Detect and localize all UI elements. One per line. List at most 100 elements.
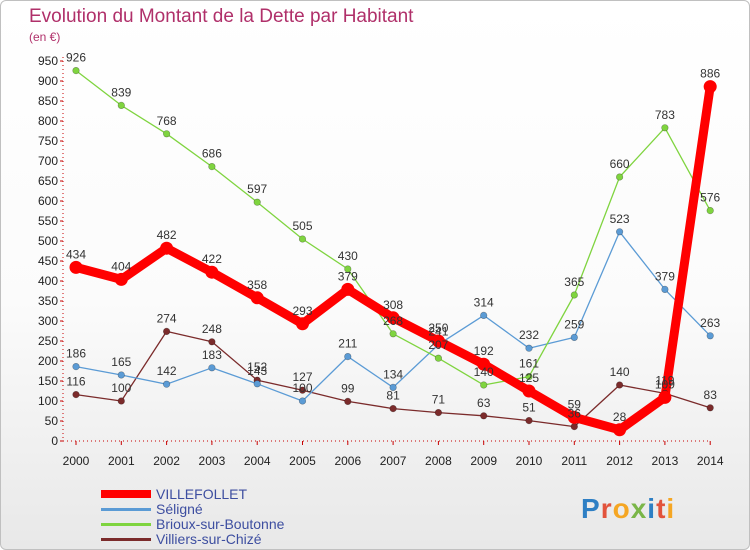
y-tick-label: 100 — [38, 394, 58, 408]
data-label: 783 — [655, 108, 675, 122]
data-point — [160, 241, 174, 255]
data-label: 100 — [292, 381, 312, 395]
data-point — [570, 423, 578, 431]
data-label: 83 — [704, 388, 718, 402]
data-point — [615, 381, 624, 389]
data-point — [344, 265, 352, 273]
x-tick-label: 2009 — [470, 454, 497, 468]
data-point — [567, 410, 581, 424]
y-tick-label: 150 — [38, 374, 58, 388]
proxiti-logo: Proxiti — [581, 493, 675, 525]
x-tick-label: 2004 — [244, 454, 271, 468]
data-point — [69, 260, 83, 274]
data-label: 119 — [655, 373, 674, 387]
y-tick-label: 450 — [38, 254, 58, 268]
data-label: 926 — [66, 51, 86, 65]
data-point — [434, 354, 443, 362]
x-tick-label: 2005 — [289, 454, 316, 468]
data-label: 125 — [519, 371, 539, 385]
data-label: 248 — [202, 322, 222, 336]
logo-letter: i — [647, 493, 657, 524]
logo-letter: r — [600, 493, 613, 524]
data-label: 422 — [202, 252, 222, 266]
data-point — [205, 265, 219, 279]
data-point — [389, 405, 397, 413]
chart-title: Evolution du Montant de la Dette par Hab… — [29, 6, 414, 27]
data-point — [208, 338, 216, 346]
data-label: 576 — [700, 191, 720, 205]
y-tick-label: 200 — [38, 354, 58, 368]
data-label: 59 — [568, 397, 582, 411]
data-point — [613, 423, 627, 437]
logo-letter: o — [612, 493, 631, 524]
data-point — [117, 397, 125, 405]
data-point — [522, 384, 536, 398]
data-point — [703, 80, 717, 94]
data-point — [117, 371, 125, 379]
data-point — [661, 285, 669, 294]
data-label: 241 — [428, 325, 448, 339]
data-label: 259 — [564, 317, 584, 331]
data-label: 379 — [338, 269, 358, 283]
data-label: 768 — [157, 114, 177, 128]
data-point — [706, 404, 714, 412]
data-label: 51 — [522, 401, 536, 415]
data-label: 839 — [111, 85, 131, 99]
x-tick-label: 2012 — [606, 454, 633, 468]
data-point — [117, 101, 125, 109]
x-tick-label: 2010 — [516, 454, 543, 468]
data-label: 660 — [610, 157, 630, 171]
data-point — [344, 353, 352, 361]
data-point — [250, 291, 264, 305]
data-point — [658, 390, 672, 404]
x-tick-label: 2011 — [561, 454, 587, 468]
y-tick-label: 50 — [45, 414, 59, 428]
y-tick-label: 350 — [38, 294, 58, 308]
data-label: 523 — [610, 212, 630, 226]
x-tick-label: 2001 — [108, 454, 135, 468]
data-label: 71 — [432, 393, 446, 407]
data-point — [706, 332, 714, 340]
data-label: 434 — [66, 247, 86, 261]
y-tick-label: 550 — [38, 214, 58, 228]
data-label: 358 — [247, 278, 267, 292]
data-point — [298, 235, 307, 243]
data-point — [163, 327, 171, 336]
logo-letter: t — [656, 493, 667, 524]
data-label: 81 — [386, 389, 400, 403]
data-label: 140 — [474, 365, 494, 379]
data-label: 143 — [247, 364, 267, 378]
data-point — [480, 381, 488, 389]
legend-swatch — [101, 490, 151, 498]
data-point — [72, 66, 80, 75]
data-point — [253, 380, 261, 388]
x-tick-label: 2006 — [334, 454, 361, 468]
data-point — [163, 380, 171, 388]
y-tick-label: 250 — [38, 334, 58, 348]
data-label: 314 — [474, 295, 494, 309]
data-point — [72, 391, 80, 399]
x-tick-label: 2008 — [425, 454, 452, 468]
legend-swatch — [101, 523, 151, 526]
data-label: 140 — [610, 365, 630, 379]
data-label: 505 — [292, 219, 312, 233]
data-label: 192 — [474, 344, 494, 358]
data-label: 116 — [66, 375, 85, 389]
y-tick-label: 600 — [38, 194, 58, 208]
legend-swatch — [101, 508, 151, 511]
data-point — [480, 311, 488, 320]
x-tick-label: 2002 — [153, 454, 180, 468]
data-label: 127 — [292, 370, 312, 384]
data-label: 308 — [383, 298, 403, 312]
data-point — [72, 363, 80, 371]
data-label: 365 — [564, 275, 584, 289]
data-label: 404 — [111, 259, 131, 273]
data-label: 430 — [338, 249, 358, 263]
data-label: 274 — [157, 311, 177, 325]
data-point — [341, 282, 355, 296]
data-point — [570, 333, 578, 342]
data-label: 482 — [157, 228, 177, 242]
y-tick-label: 800 — [38, 114, 58, 128]
data-point — [389, 383, 397, 392]
y-tick-label: 0 — [51, 434, 58, 448]
